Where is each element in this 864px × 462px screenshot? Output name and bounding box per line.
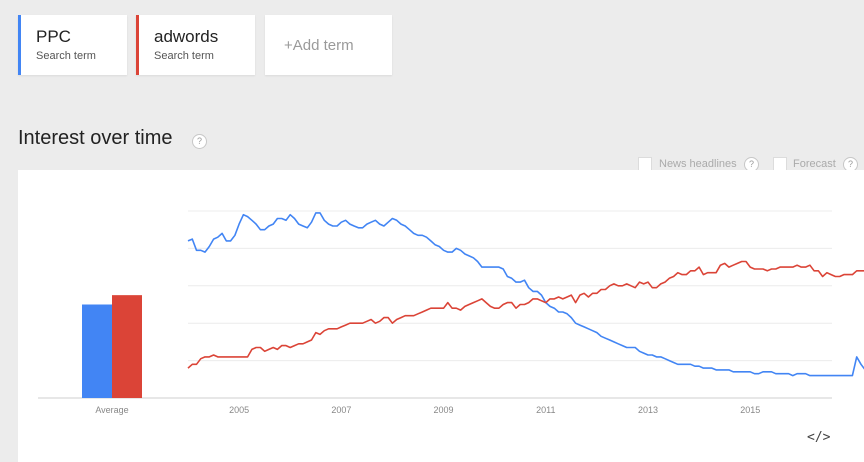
add-term-button[interactable]: +Add term [265, 15, 392, 75]
line-chart: Average 2005 2007 2009 2011 2013 2015 [38, 210, 864, 415]
news-headlines-label: News headlines [659, 158, 737, 170]
search-term-ppc[interactable]: PPC Search term [18, 15, 127, 75]
average-bar-adwords [112, 295, 142, 398]
search-term-label: PPC [36, 27, 71, 46]
add-term-label: +Add term [284, 37, 354, 54]
forecast-help-icon[interactable]: ? [843, 157, 858, 172]
series-line-ppc [187, 212, 864, 377]
x-tick-label: 2013 [638, 405, 658, 415]
news-headlines-checkbox[interactable] [638, 157, 652, 171]
interest-over-time-chart: Average 2005 2007 2009 2011 2013 2015 </> [18, 170, 864, 462]
x-tick-label: 2009 [434, 405, 454, 415]
series-line-adwords [187, 260, 864, 369]
section-title: Interest over time [18, 127, 173, 149]
search-term-subtitle: Search term [154, 50, 214, 62]
x-tick-label: 2005 [229, 405, 249, 415]
average-label: Average [95, 405, 128, 415]
forecast-checkbox[interactable] [773, 157, 787, 171]
help-icon[interactable]: ? [192, 134, 207, 149]
search-term-adwords[interactable]: adwords Search term [136, 15, 255, 75]
x-tick-label: 2015 [740, 405, 760, 415]
forecast-label: Forecast [793, 158, 836, 170]
x-tick-label: 2007 [331, 405, 351, 415]
ppc-color-accent [18, 15, 21, 75]
search-term-label: adwords [154, 27, 219, 46]
average-bar-ppc [82, 304, 112, 398]
embed-code-icon[interactable]: </> [807, 430, 831, 445]
x-tick-label: 2011 [536, 405, 555, 415]
search-term-subtitle: Search term [36, 50, 96, 62]
adwords-color-accent [136, 15, 139, 75]
